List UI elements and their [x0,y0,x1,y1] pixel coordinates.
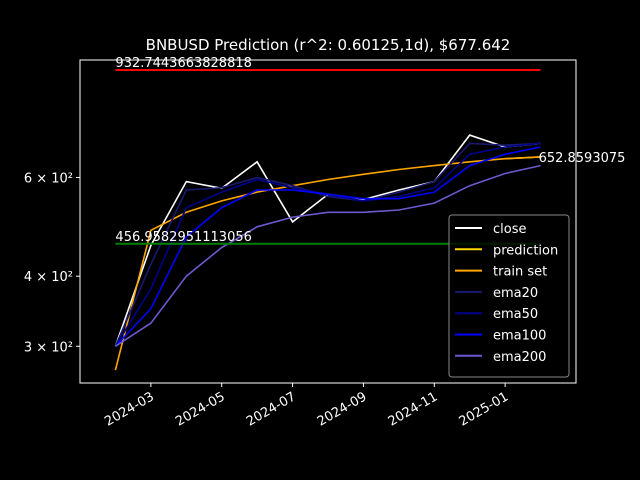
y-tick-label: 6 × 10² [24,171,73,186]
chart-title: BNBUSD Prediction (r^2: 0.60125,1d), $67… [146,36,511,54]
series-line [114,142,541,347]
legend-label: ema100 [493,329,546,344]
legend-label: train set [493,265,547,280]
legend-box [448,214,570,378]
axes-frame [79,59,577,384]
level-label: 932.7443663828818 [115,56,251,71]
legend-label: prediction [493,243,558,258]
series-line [114,164,541,347]
legend-label: close [493,222,526,237]
y-tick-label: 3 × 10² [24,340,73,355]
plot-area [114,134,541,371]
series-line [114,146,541,347]
annotation: 652.8593075 [539,151,626,166]
legend-label: ema20 [493,286,538,301]
level-label: 456.9582951113056 [115,230,251,245]
series-line [114,156,541,371]
legend-label: ema200 [493,350,546,365]
legend-label: ema50 [493,307,538,322]
y-tick-label: 4 × 10² [24,270,73,285]
